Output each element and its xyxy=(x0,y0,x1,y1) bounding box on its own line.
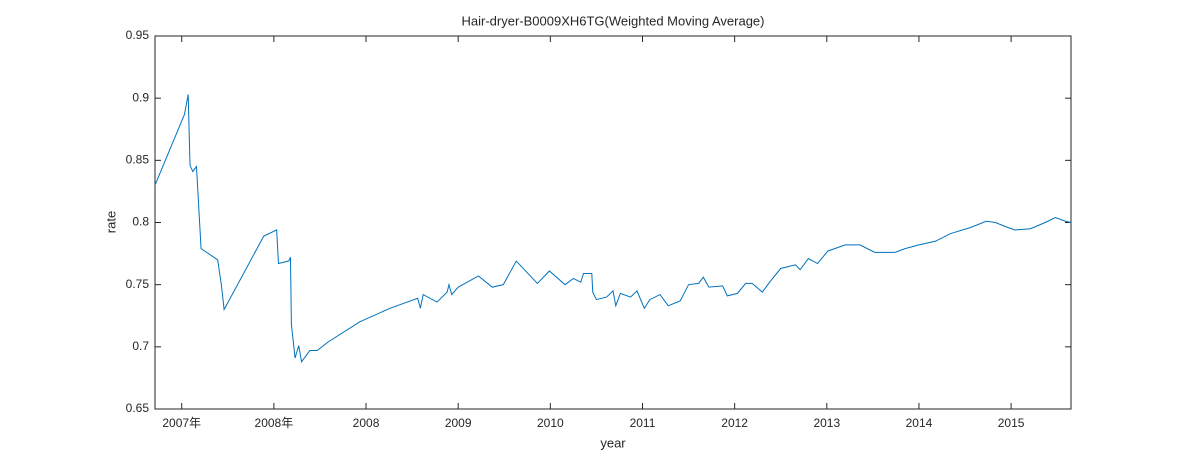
y-tick-label: 0.7 xyxy=(132,339,149,353)
x-tick-label: 2010 xyxy=(537,416,564,430)
data-line xyxy=(154,94,1072,363)
x-tick-label: 2014 xyxy=(906,416,933,430)
x-tick-label: 2007年 xyxy=(162,416,201,430)
x-tick-label: 2009 xyxy=(445,416,472,430)
y-tick-label: 0.95 xyxy=(126,28,150,42)
x-tick-label: 2012 xyxy=(721,416,748,430)
y-tick-label: 0.75 xyxy=(126,277,150,291)
x-tick-label: 2008 xyxy=(353,416,380,430)
x-tick-label: 2015 xyxy=(998,416,1025,430)
x-tick-label: 2008年 xyxy=(255,416,294,430)
y-tick-label: 0.85 xyxy=(126,153,150,167)
y-axis-label: rate xyxy=(103,211,118,233)
y-tick-label: 0.65 xyxy=(126,401,150,415)
x-axis-label: year xyxy=(600,435,626,450)
x-tick-label: 2013 xyxy=(813,416,840,430)
y-tick-label: 0.9 xyxy=(132,90,149,104)
x-tick-label: 2011 xyxy=(630,416,656,430)
y-tick-label: 0.8 xyxy=(132,215,149,229)
chart-title: Hair-dryer-B0009XH6TG(Weighted Moving Av… xyxy=(462,13,765,28)
